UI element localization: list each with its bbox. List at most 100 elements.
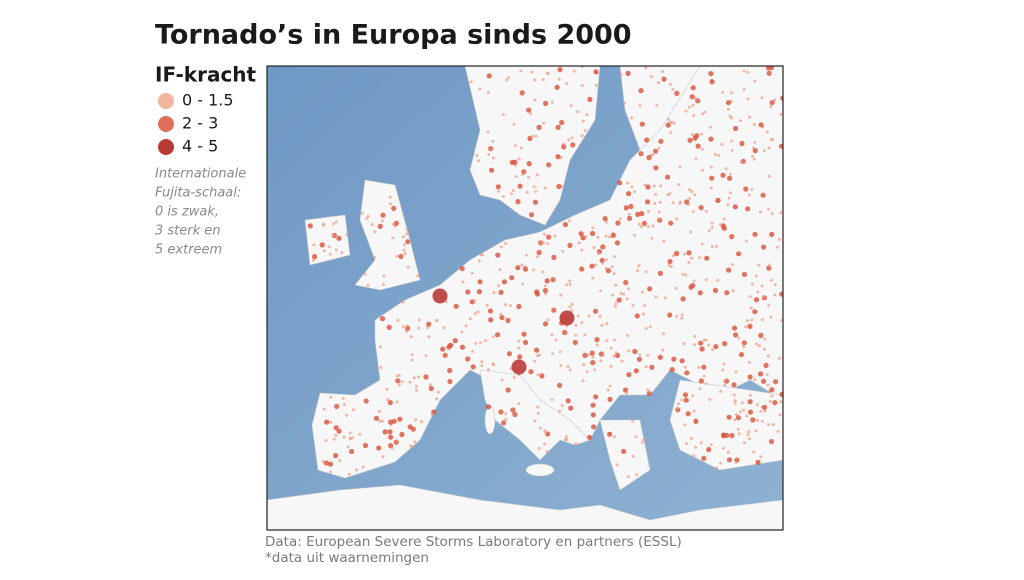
tornado-dot	[334, 403, 340, 409]
tornado-dot	[639, 211, 645, 217]
tornado-dot	[636, 269, 640, 273]
tornado-dot	[605, 339, 609, 343]
tornado-dot	[667, 258, 673, 265]
tornado-dot	[721, 225, 727, 231]
tornado-dot	[698, 256, 702, 260]
tornado-dot	[586, 353, 590, 357]
tornado-dot	[670, 120, 674, 124]
tornado-dot	[544, 186, 547, 190]
tornado-dot	[526, 161, 532, 167]
tornado-dot	[595, 343, 599, 347]
tornado-dot	[332, 234, 335, 237]
tornado-dot	[403, 243, 406, 247]
tornado-dot	[758, 332, 764, 339]
tornado-dot	[587, 314, 591, 318]
tornado-dot	[669, 367, 675, 373]
tornado-dot	[747, 430, 751, 434]
tornado-dot	[634, 435, 638, 439]
tornado-dot	[334, 433, 338, 437]
tornado-dot	[769, 231, 775, 237]
tornado-dot	[565, 435, 569, 439]
tornado-dot	[610, 265, 614, 269]
tornado-dot	[769, 137, 773, 141]
tornado-dot	[694, 445, 697, 449]
tornado-dot	[379, 366, 383, 370]
tornado-dot	[733, 125, 739, 132]
tornado-dot	[768, 399, 772, 403]
tornado-dot	[612, 435, 616, 439]
tornado-dot	[550, 100, 554, 104]
tornado-dot	[726, 267, 732, 273]
tornado-dot	[601, 261, 605, 265]
tornado-dot	[701, 455, 707, 461]
tornado-dot	[620, 359, 624, 363]
tornado-dot	[738, 352, 745, 358]
tornado-dot	[646, 353, 650, 357]
tornado-dot	[627, 287, 630, 291]
tornado-dot	[722, 217, 726, 221]
tornado-dot	[684, 442, 688, 445]
tornado-dot	[687, 261, 691, 264]
tornado-dot	[610, 232, 616, 238]
tornado-dot	[435, 319, 439, 323]
tornado-dot	[395, 400, 399, 404]
tornado-dot	[476, 159, 480, 163]
tornado-dot	[528, 369, 534, 375]
tornado-dot	[761, 244, 767, 250]
tornado-dot	[757, 344, 761, 348]
tornado-dot	[637, 222, 641, 226]
tornado-dot	[713, 153, 717, 156]
tornado-dot	[473, 299, 477, 303]
tornado-dot	[591, 276, 595, 280]
tornado-dot	[323, 460, 329, 466]
tornado-dot	[625, 191, 632, 197]
tornado-dot	[709, 165, 713, 169]
tornado-dot	[775, 245, 779, 249]
tornado-dot	[453, 303, 459, 309]
tornado-dot	[649, 364, 655, 370]
tornado-dot	[706, 446, 712, 453]
tornado-dot	[659, 184, 663, 188]
tornado-dot	[661, 76, 667, 82]
tornado-dot	[726, 450, 730, 454]
tornado-dot	[699, 441, 703, 445]
tornado-dot	[605, 268, 612, 274]
tornado-dot	[752, 123, 756, 126]
tornado-dot	[766, 354, 770, 358]
tornado-dot	[625, 297, 629, 301]
tornado-dot	[427, 335, 431, 339]
tornado-dot	[688, 196, 692, 200]
tornado-dot	[478, 341, 482, 345]
tornado-dot	[380, 212, 386, 218]
tornado-dot	[690, 256, 694, 260]
tornado-dot	[559, 363, 563, 367]
tornado-dot	[376, 445, 382, 451]
tornado-dot	[329, 420, 333, 424]
tornado-dot	[698, 378, 705, 384]
tornado-dot	[697, 290, 703, 296]
tornado-dot	[495, 332, 501, 338]
tornado-dot	[692, 279, 696, 283]
tornado-dot	[690, 133, 694, 137]
tornado-dot	[536, 255, 539, 259]
tornado-dot	[742, 88, 746, 92]
tornado-dot	[589, 263, 595, 269]
tornado-dot	[544, 278, 550, 284]
tornado-dot	[546, 162, 552, 168]
tornado-dot	[694, 157, 698, 161]
tornado-dot	[647, 286, 653, 292]
tornado-dot	[733, 418, 737, 422]
tornado-dot	[627, 349, 631, 353]
tornado-dot	[684, 109, 688, 113]
tornado-dot	[489, 167, 495, 173]
tornado-dot	[590, 412, 596, 418]
tornado-dot	[583, 129, 587, 133]
tornado-dot	[631, 419, 634, 423]
tornado-dot	[324, 439, 328, 442]
tornado-dot	[740, 401, 744, 405]
tornado-dot	[765, 373, 769, 376]
tornado-dot	[533, 419, 537, 423]
tornado-dot	[737, 336, 741, 340]
tornado-dot	[621, 448, 627, 454]
tornado-dot	[572, 69, 576, 73]
